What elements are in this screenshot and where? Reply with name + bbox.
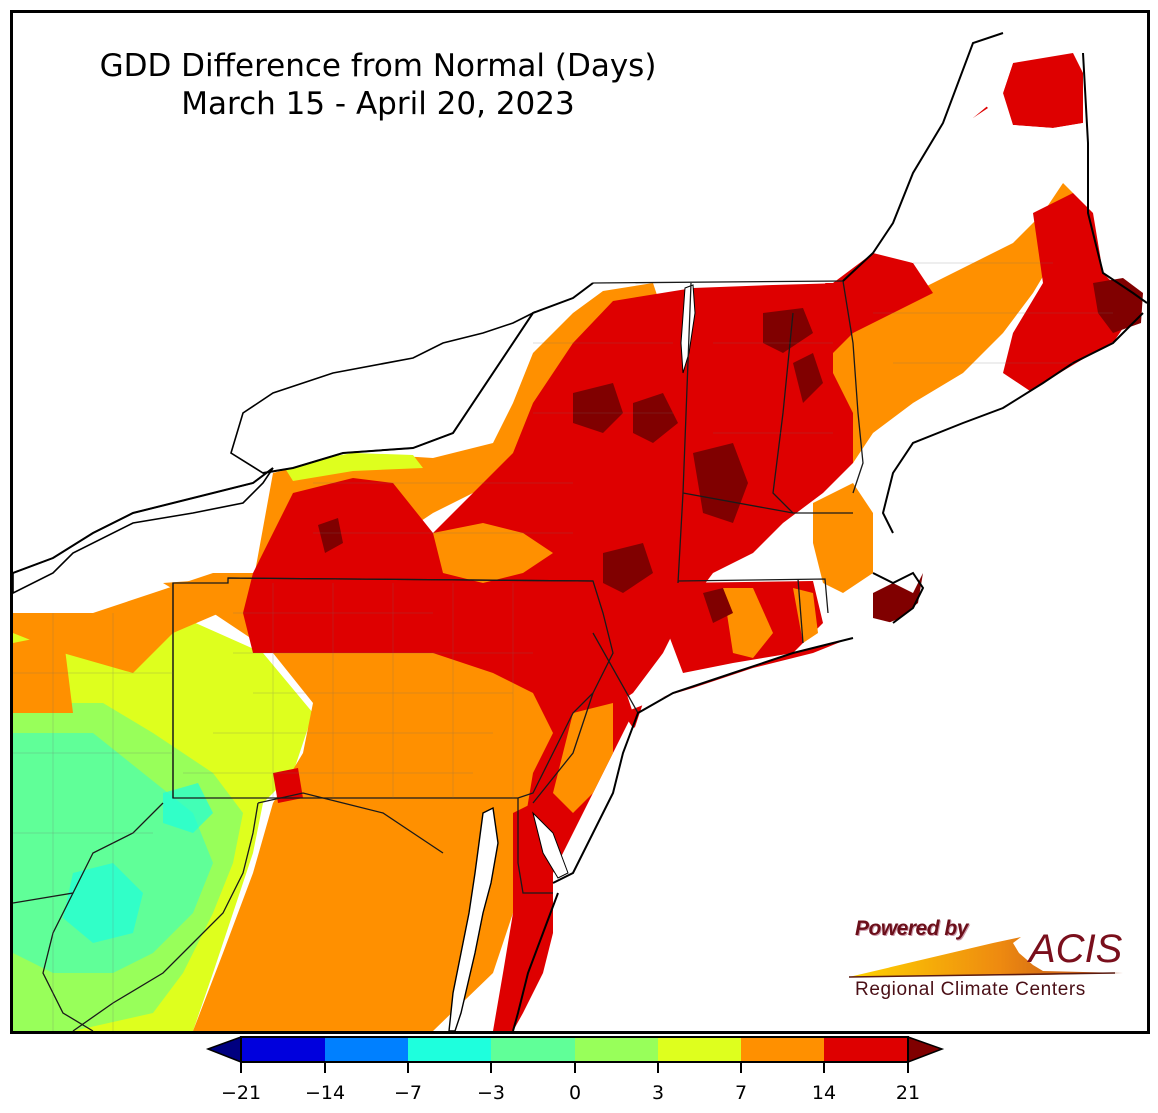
colorbar-bin-4 (575, 1037, 658, 1062)
colorbar-under-arrow (205, 1036, 242, 1064)
colorbar-bin-7 (824, 1037, 908, 1062)
colorbar-tick-label: 14 (811, 1082, 837, 1104)
colorbar-tick-label: −14 (304, 1082, 346, 1104)
county-lines (13, 262, 1113, 1031)
colorbar-tick-label: 21 (895, 1082, 921, 1104)
coastlines (13, 32, 1147, 1031)
regional-climate-centers-text: Regional Climate Centers (855, 979, 1086, 1000)
colorbar-tick-label: −7 (393, 1082, 423, 1104)
map-title: GDD Difference from Normal (Days) March … (13, 47, 743, 123)
state-boundaries (13, 280, 864, 1031)
colorbar-bin-2 (408, 1037, 491, 1062)
map-frame: GDD Difference from Normal (Days) March … (10, 10, 1150, 1034)
powered-by-text: Powered by (855, 917, 968, 940)
colorbar-tick-label: −21 (220, 1082, 262, 1104)
colorbar-tick-label: 3 (651, 1082, 665, 1104)
title-line-1: GDD Difference from Normal (Days) (99, 48, 657, 84)
colorbar-ticks (240, 1063, 909, 1073)
title-line-2: March 15 - April 20, 2023 (181, 86, 575, 122)
colorbar-tick-label: −3 (476, 1082, 506, 1104)
acis-brand-text: ACIS (1029, 927, 1123, 971)
gdd-difference-map (13, 13, 1147, 1031)
colorbar-bin-3 (491, 1037, 575, 1062)
colorbar-tick-label: 0 (568, 1082, 582, 1104)
colorbar-bin-5 (658, 1037, 741, 1062)
colorbar-over-arrow (907, 1036, 945, 1064)
colorbar-tick-label: 7 (734, 1082, 748, 1104)
map-fill-regions (13, 53, 1143, 1031)
colorbar-bin-1 (325, 1037, 408, 1062)
acis-logo: Powered by ACIS Regional Climate Centers (843, 913, 1133, 1013)
colorbar (205, 1036, 945, 1073)
colorbar-bin-6 (741, 1037, 824, 1062)
colorbar-bin-0 (241, 1037, 325, 1062)
water-bodies (13, 13, 1147, 1031)
acis-swoosh-icon (848, 937, 1123, 978)
